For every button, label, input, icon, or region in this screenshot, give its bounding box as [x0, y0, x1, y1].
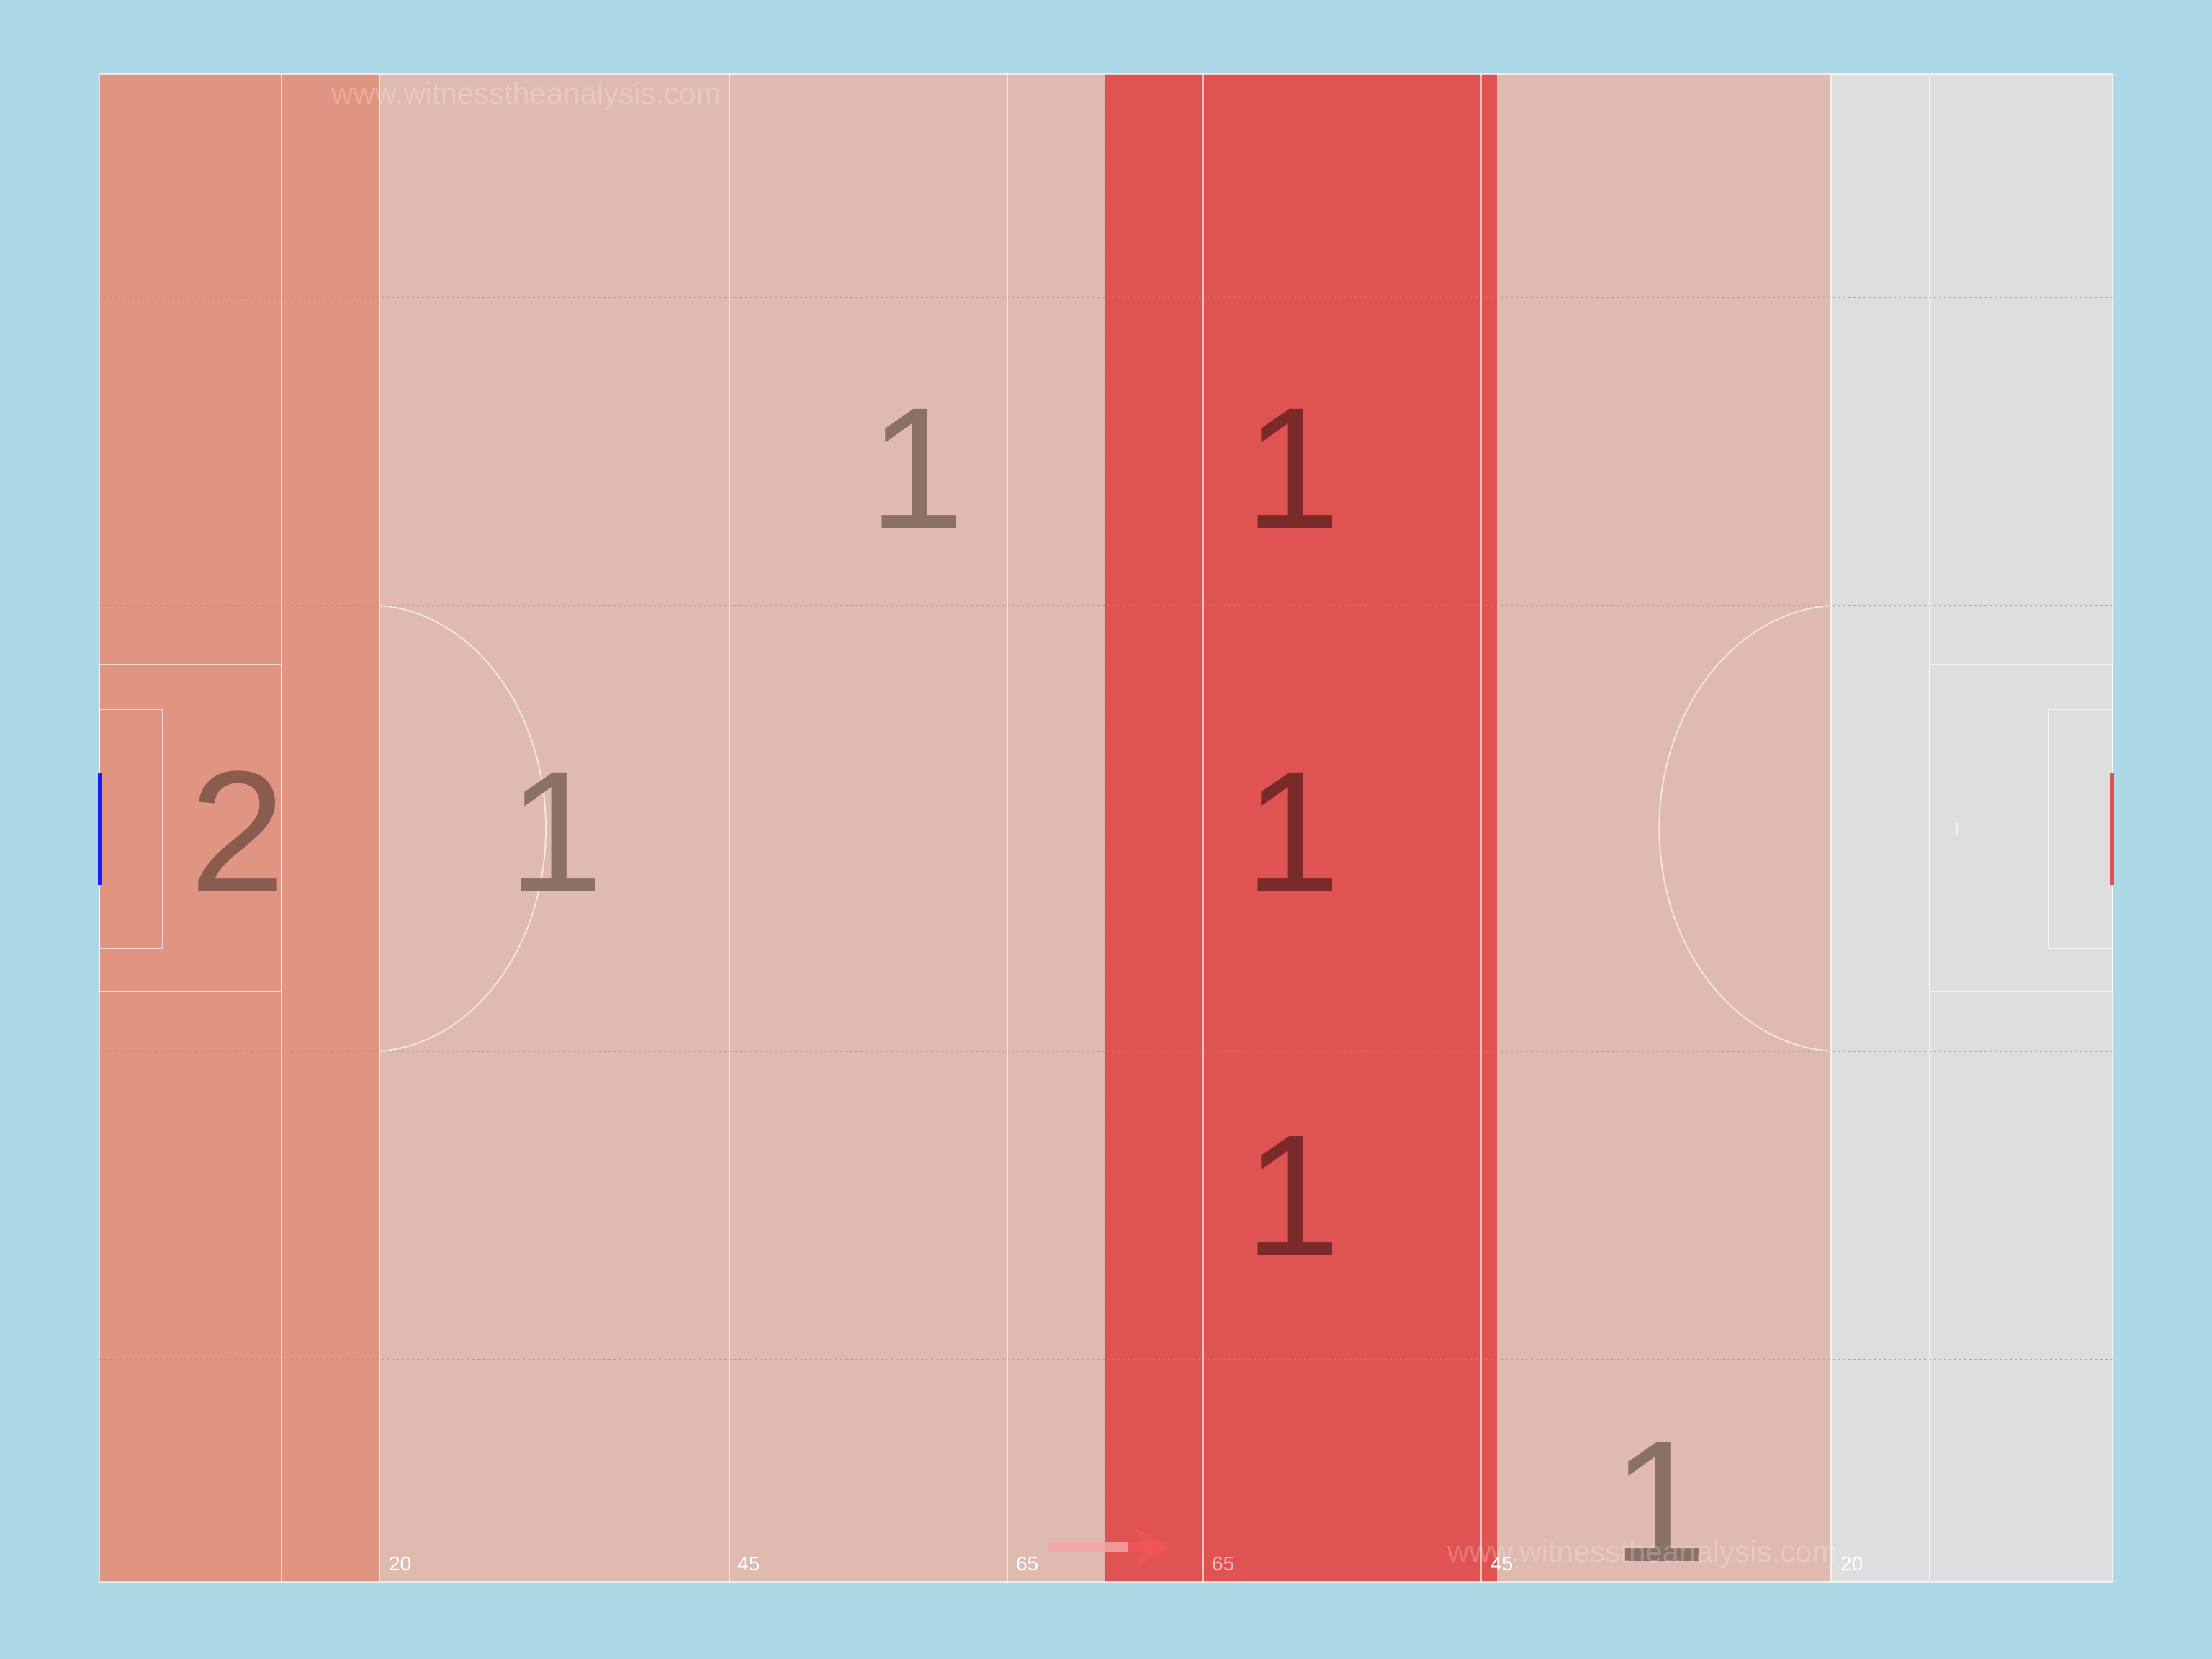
zone-band-left-20-45: [379, 74, 729, 1582]
zone-count-center-middle: 1: [1244, 735, 1340, 928]
right-goal-marker: [2110, 773, 2114, 885]
zone-count-left-goal: 2: [189, 735, 285, 928]
zone-count-left-45-65-upper: 1: [868, 372, 964, 565]
zone-count-center-lower: 1: [1244, 1099, 1340, 1292]
yard-marker-right-65: 65: [1212, 1552, 1234, 1575]
yard-marker-left-45: 45: [737, 1552, 760, 1575]
zone-band-left-45-65: [729, 74, 1105, 1582]
yard-marker-right-20: 20: [1840, 1552, 1863, 1575]
zone-count-left-20-45: 1: [508, 735, 603, 928]
watermark-top: www.witnesstheanalysis.com: [331, 76, 721, 110]
yard-marker-left-20: 20: [389, 1552, 411, 1575]
attack-direction-arrow-icon: [1048, 1528, 1171, 1567]
left-goal-marker: [98, 773, 102, 885]
zone-count-right-bottom: 1: [1611, 1405, 1707, 1598]
watermark-bottom: www.witnesstheanalysis.com: [1447, 1534, 1838, 1568]
yard-marker-left-65: 65: [1016, 1552, 1038, 1575]
zone-band-center: [1105, 74, 1497, 1582]
zone-count-center-upper: 1: [1244, 372, 1340, 565]
zone-band-left-goal: [99, 74, 379, 1582]
zone-band-right-45-20: [1497, 74, 1831, 1582]
yard-marker-right-45: 45: [1491, 1552, 1513, 1575]
